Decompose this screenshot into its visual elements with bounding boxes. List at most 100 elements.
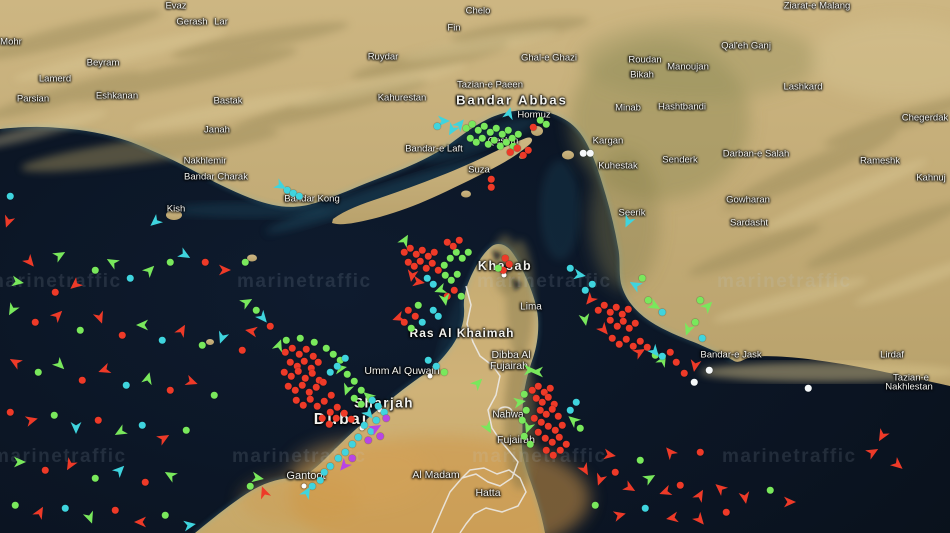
vessel-marker[interactable] bbox=[286, 358, 294, 366]
vessel-marker[interactable] bbox=[520, 432, 528, 440]
vessel-marker[interactable] bbox=[472, 138, 480, 146]
vessel-marker[interactable] bbox=[327, 391, 335, 399]
vessel-marker[interactable] bbox=[705, 366, 713, 374]
vessel-marker[interactable] bbox=[372, 416, 380, 424]
vessel-marker[interactable] bbox=[382, 414, 390, 422]
vessel-marker[interactable] bbox=[111, 506, 119, 514]
vessel-marker[interactable] bbox=[696, 296, 704, 304]
vessel-marker[interactable] bbox=[712, 480, 729, 497]
vessel-marker[interactable] bbox=[551, 426, 559, 434]
vessel-marker[interactable] bbox=[536, 406, 544, 414]
vessel-marker[interactable] bbox=[414, 301, 422, 309]
vessel-marker[interactable] bbox=[404, 258, 412, 266]
vessel-marker[interactable] bbox=[603, 448, 617, 462]
vessel-marker[interactable] bbox=[591, 501, 599, 509]
vessel-marker[interactable] bbox=[6, 192, 14, 200]
vessel-marker[interactable] bbox=[364, 436, 372, 444]
vessel-marker[interactable] bbox=[643, 343, 651, 351]
vessel-marker[interactable] bbox=[424, 356, 432, 364]
vessel-marker[interactable] bbox=[219, 264, 231, 276]
vessel-marker[interactable] bbox=[134, 516, 146, 528]
vessel-marker[interactable] bbox=[341, 448, 349, 456]
vessel-marker[interactable] bbox=[82, 510, 97, 525]
vessel-marker[interactable] bbox=[486, 128, 494, 136]
vessel-marker[interactable] bbox=[50, 307, 67, 324]
vessel-marker[interactable] bbox=[613, 508, 628, 523]
vessel-marker[interactable] bbox=[147, 214, 164, 231]
vessel-marker[interactable] bbox=[519, 151, 527, 159]
vessel-marker[interactable] bbox=[573, 268, 587, 282]
vessel-marker[interactable] bbox=[251, 471, 265, 485]
vessel-marker[interactable] bbox=[326, 368, 334, 376]
vessel-marker[interactable] bbox=[61, 504, 69, 512]
vessel-marker[interactable] bbox=[562, 440, 570, 448]
vessel-marker[interactable] bbox=[52, 247, 68, 263]
vessel-marker[interactable] bbox=[357, 386, 365, 394]
vessel-marker[interactable] bbox=[550, 400, 558, 408]
vessel-marker[interactable] bbox=[470, 375, 487, 392]
vessel-marker[interactable] bbox=[506, 148, 514, 156]
vessel-marker[interactable] bbox=[429, 280, 437, 288]
vessel-marker[interactable] bbox=[333, 403, 341, 411]
vessel-marker[interactable] bbox=[367, 427, 375, 435]
vessel-marker[interactable] bbox=[692, 487, 708, 503]
vessel-marker[interactable] bbox=[536, 116, 544, 124]
vessel-marker[interactable] bbox=[322, 344, 330, 352]
vessel-marker[interactable] bbox=[96, 362, 111, 377]
vessel-marker[interactable] bbox=[423, 274, 431, 282]
vessel-marker[interactable] bbox=[183, 518, 197, 532]
vessel-marker[interactable] bbox=[376, 432, 384, 440]
vessel-marker[interactable] bbox=[308, 482, 316, 490]
vessel-marker[interactable] bbox=[446, 254, 454, 262]
vessel-marker[interactable] bbox=[282, 336, 290, 344]
vessel-marker[interactable] bbox=[184, 374, 199, 389]
vessel-marker[interactable] bbox=[104, 254, 120, 270]
vessel-marker[interactable] bbox=[478, 134, 486, 142]
vessel-marker[interactable] bbox=[690, 378, 698, 386]
vessel-marker[interactable] bbox=[418, 246, 426, 254]
vessel-marker[interactable] bbox=[182, 426, 190, 434]
vessel-marker[interactable] bbox=[468, 120, 476, 128]
vessel-marker[interactable] bbox=[428, 259, 436, 267]
vessel-marker[interactable] bbox=[492, 124, 500, 132]
vessel-marker[interactable] bbox=[424, 252, 432, 260]
vessel-marker[interactable] bbox=[692, 512, 709, 529]
vessel-marker[interactable] bbox=[579, 149, 587, 157]
vessel-marker[interactable] bbox=[51, 288, 59, 296]
vessel-marker[interactable] bbox=[558, 421, 566, 429]
vessel-marker[interactable] bbox=[174, 322, 190, 338]
vessel-marker[interactable] bbox=[508, 134, 516, 142]
vessel-marker[interactable] bbox=[577, 462, 593, 478]
vessel-marker[interactable] bbox=[636, 337, 644, 345]
vessel-marker[interactable] bbox=[514, 130, 522, 138]
vessel-marker[interactable] bbox=[295, 350, 303, 358]
vessel-marker[interactable] bbox=[615, 340, 623, 348]
vessel-marker[interactable] bbox=[325, 420, 333, 428]
vessel-marker[interactable] bbox=[76, 326, 84, 334]
vessel-marker[interactable] bbox=[440, 368, 448, 376]
vessel-marker[interactable] bbox=[256, 484, 271, 499]
vessel-marker[interactable] bbox=[449, 242, 457, 250]
vessel-marker[interactable] bbox=[496, 142, 504, 150]
vessel-marker[interactable] bbox=[513, 144, 521, 152]
vessel-marker[interactable] bbox=[480, 420, 496, 436]
vessel-marker[interactable] bbox=[350, 394, 358, 402]
vessel-marker[interactable] bbox=[499, 266, 507, 274]
vessel-marker[interactable] bbox=[288, 344, 296, 352]
vessel-marker[interactable] bbox=[542, 410, 550, 418]
vessel-marker[interactable] bbox=[490, 136, 498, 144]
vessel-marker[interactable] bbox=[336, 356, 344, 364]
vessel-marker[interactable] bbox=[612, 303, 620, 311]
vessel-marker[interactable] bbox=[299, 401, 307, 409]
vessel-marker[interactable] bbox=[294, 367, 302, 375]
vessel-marker[interactable] bbox=[418, 318, 426, 326]
vessel-marker[interactable] bbox=[738, 491, 752, 505]
vessel-marker[interactable] bbox=[636, 456, 644, 464]
vessel-marker[interactable] bbox=[594, 306, 602, 314]
vessel-marker[interactable] bbox=[141, 478, 149, 486]
vessel-marker[interactable] bbox=[306, 395, 314, 403]
vessel-marker[interactable] bbox=[657, 484, 672, 499]
vessel-marker[interactable] bbox=[307, 364, 315, 372]
vessel-marker[interactable] bbox=[295, 192, 303, 200]
